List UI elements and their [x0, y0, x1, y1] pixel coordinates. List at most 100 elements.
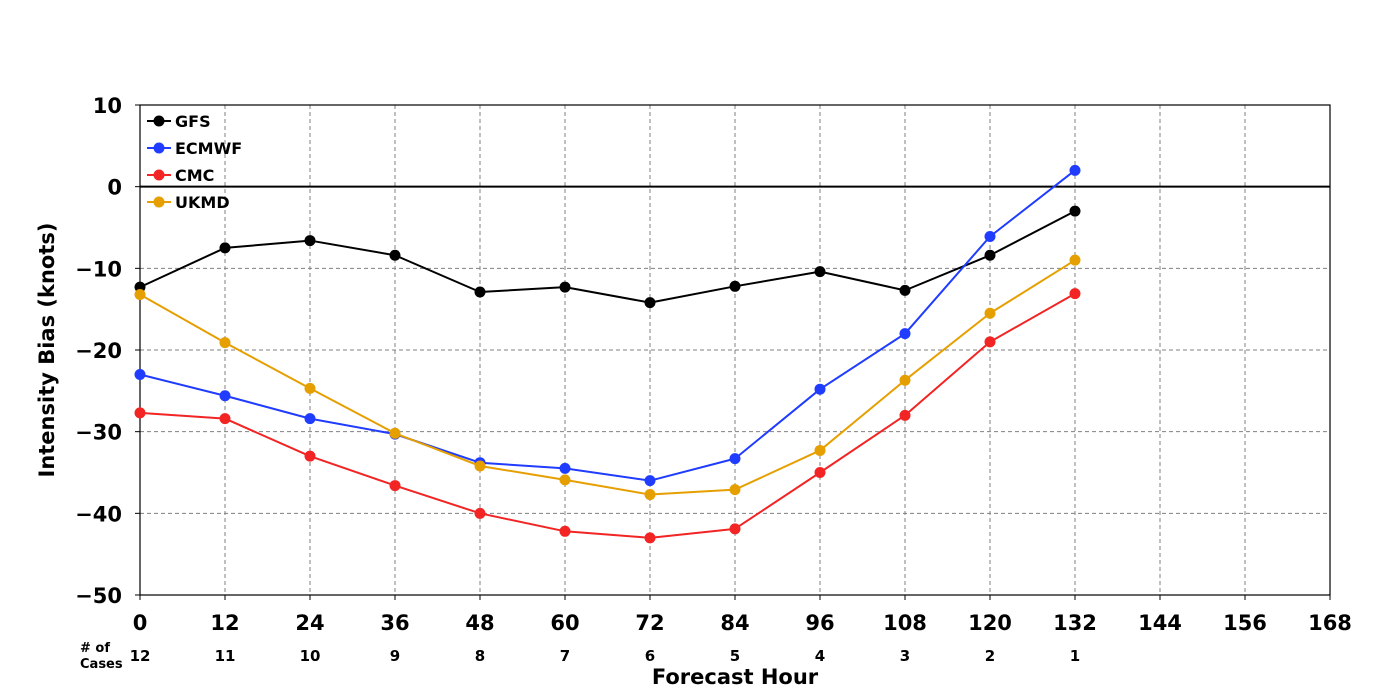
x-tick-label: 36: [380, 611, 409, 635]
x-tick-label: 108: [883, 611, 927, 635]
x-tick-label: 24: [295, 611, 324, 635]
case-count-label: 8: [475, 647, 485, 665]
data-point-gfs: [729, 280, 741, 292]
data-point-gfs: [899, 284, 911, 296]
data-point-gfs: [814, 266, 826, 278]
series-line-cmc: [139, 292, 1076, 539]
legend-label-gfs: GFS: [175, 112, 211, 131]
case-count-label: 1: [1070, 647, 1080, 665]
cases-header-line1: # of: [80, 641, 110, 656]
x-tick-label: 156: [1223, 611, 1267, 635]
x-tick-label: 0: [133, 611, 148, 635]
data-point-cmc: [304, 450, 316, 462]
data-point-gfs: [389, 249, 401, 261]
data-point-gfs: [644, 297, 656, 309]
legend-label-ukmd: UKMD: [175, 193, 230, 212]
data-point-ecmwf: [899, 328, 911, 340]
y-tick-label: 10: [93, 94, 122, 118]
series-cmc: [134, 288, 1081, 544]
grid: [140, 105, 1330, 595]
legend-item-ecmwf: ECMWF: [147, 139, 242, 158]
data-point-cmc: [644, 532, 656, 544]
x-tick-label: 48: [465, 611, 494, 635]
data-point-cmc: [899, 409, 911, 421]
x-axis-title: Forecast Hour: [652, 665, 819, 689]
y-tick-label: −10: [75, 257, 122, 281]
data-point-ukmd: [814, 444, 826, 456]
case-count-label: 12: [130, 647, 151, 665]
y-tick-label: −30: [75, 421, 122, 445]
series-ecmwf: [134, 164, 1081, 487]
data-point-gfs: [219, 242, 231, 254]
data-point-ecmwf: [644, 475, 656, 487]
data-point-cmc: [389, 480, 401, 492]
series-layer: [134, 164, 1081, 544]
data-point-cmc: [814, 467, 826, 478]
data-point-ecmwf: [729, 453, 741, 465]
data-point-cmc: [1069, 288, 1081, 300]
y-tick-label: 0: [107, 176, 122, 200]
data-point-ecmwf: [304, 413, 316, 425]
case-count-label: 2: [985, 647, 995, 665]
case-count-label: 7: [560, 647, 570, 665]
case-count-label: 10: [300, 647, 321, 665]
series-line-ukmd: [139, 259, 1076, 496]
case-count-label: 4: [815, 647, 825, 665]
x-tick-label: 168: [1308, 611, 1352, 635]
data-point-ukmd: [474, 460, 486, 472]
series-line-ecmwf: [139, 169, 1076, 482]
y-axis-ticks: 10 0 −10 −20 −30 −40 −50: [75, 94, 140, 608]
data-point-ecmwf: [984, 230, 996, 242]
data-point-gfs: [474, 286, 486, 298]
case-count-label: 5: [730, 647, 740, 665]
data-point-ecmwf: [1069, 164, 1081, 176]
data-point-cmc: [474, 507, 486, 519]
data-point-ukmd: [644, 489, 656, 501]
x-axis-ticks: 0 12 24 36 48 60 72 84 96 108 120 132 144 156 168: [133, 595, 1352, 635]
x-tick-label: 84: [720, 611, 749, 635]
data-point-ecmwf: [134, 369, 146, 380]
x-tick-label: 144: [1138, 611, 1182, 635]
legend-marker-ecmwf: [153, 142, 165, 154]
data-point-cmc: [134, 407, 146, 419]
legend-label-ecmwf: ECMWF: [175, 139, 242, 158]
data-point-ukmd: [219, 337, 231, 349]
series-gfs: [134, 205, 1081, 309]
series-line-gfs: [139, 210, 1076, 304]
data-point-cmc: [984, 336, 996, 348]
data-point-cmc: [559, 525, 571, 537]
cases-row: # of Cases 12 11 10 9 8 7 6 5 4 3 2 1: [80, 641, 1080, 672]
legend: GFS ECMWF CMC UKMD: [147, 112, 242, 212]
x-tick-label: 96: [805, 611, 834, 635]
case-count-label: 11: [215, 647, 236, 665]
y-tick-label: −50: [75, 584, 122, 608]
legend-marker-ukmd: [153, 196, 165, 208]
x-tick-label: 120: [968, 611, 1012, 635]
y-axis-title: Intensity Bias (knots): [35, 223, 59, 478]
cases-header-line2: Cases: [80, 657, 123, 672]
data-point-gfs: [984, 249, 996, 261]
data-point-gfs: [1069, 205, 1081, 217]
x-tick-label: 132: [1053, 611, 1097, 635]
y-tick-label: −20: [75, 339, 122, 363]
series-ukmd: [134, 254, 1081, 501]
x-tick-label: 60: [550, 611, 579, 635]
data-point-ecmwf: [559, 462, 571, 474]
legend-item-cmc: CMC: [147, 166, 214, 185]
case-count-label: 9: [390, 647, 400, 665]
data-point-gfs: [304, 235, 316, 247]
case-count-label: 3: [900, 647, 910, 665]
data-point-ukmd: [729, 484, 741, 496]
data-point-ukmd: [304, 382, 316, 394]
legend-marker-gfs: [153, 115, 165, 127]
data-point-ukmd: [134, 288, 146, 300]
legend-label-cmc: CMC: [175, 166, 214, 185]
data-point-cmc: [729, 523, 741, 535]
data-point-cmc: [219, 413, 231, 425]
data-point-ukmd: [389, 427, 401, 439]
case-count-label: 6: [645, 647, 655, 665]
legend-marker-cmc: [153, 169, 165, 181]
data-point-ukmd: [899, 374, 911, 386]
